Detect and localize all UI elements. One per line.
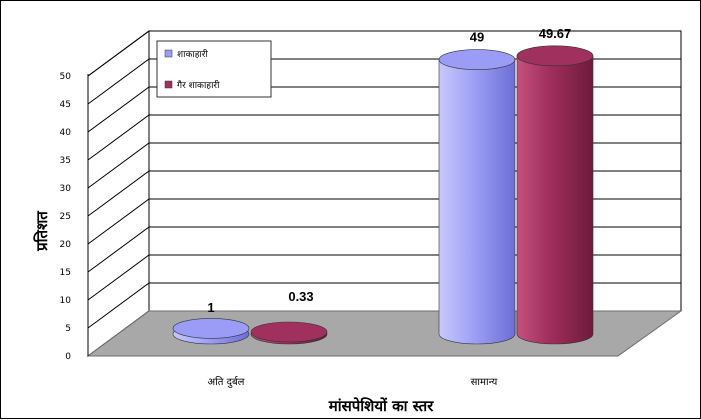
y-tick-label: 15: [60, 268, 71, 278]
bar: [250, 321, 328, 345]
bar: [516, 45, 594, 345]
y-tick-label: 50: [60, 72, 72, 82]
bar-body: [516, 55, 594, 345]
y-tick-label: 10: [60, 296, 72, 306]
y-tick-label: 25: [60, 212, 71, 222]
bar-top: [438, 49, 516, 70]
bar: [438, 49, 516, 345]
legend: शाकाहारी गैर शाकाहारी: [156, 40, 272, 98]
y-tick-label: 20: [60, 240, 72, 250]
x-category-label: सामान्य: [471, 377, 498, 388]
bar-top: [172, 318, 250, 339]
y-tick-label: 5: [65, 324, 71, 334]
x-axis-title: मांसपेशियों का स्तर: [328, 397, 434, 415]
legend-label-series-1: शाकाहारी: [177, 48, 208, 60]
data-label: 1: [207, 300, 214, 315]
legend-swatch-series-2: [164, 80, 173, 89]
data-label: 49: [470, 30, 484, 45]
bar-top: [250, 321, 328, 343]
y-tick-label: 40: [60, 128, 72, 138]
y-axis-ticks: 0 5 10 15 20 25 30 35 40 45 50: [60, 72, 72, 362]
y-tick-label: 35: [60, 156, 71, 166]
data-label: 49.67: [539, 26, 572, 41]
bar-body: [438, 59, 516, 345]
legend-label-series-2: गैर शाकाहारी: [177, 79, 220, 91]
bar: [172, 318, 250, 345]
y-tick-label: 30: [60, 184, 72, 194]
data-labels: 1 0.33 49 49.67: [207, 26, 571, 315]
data-label: 0.33: [288, 289, 313, 304]
y-tick-label: 45: [60, 100, 71, 110]
x-axis-categories: अति दुर्बल सामान्य: [208, 376, 498, 388]
y-axis-title: प्रतिशत: [33, 210, 51, 252]
legend-swatch-series-1: [164, 49, 173, 58]
legend-box: [156, 40, 272, 98]
y-tick-label: 0: [65, 352, 71, 362]
chart-bars: [172, 45, 594, 345]
gridline: [87, 30, 681, 77]
bar-top: [516, 45, 594, 67]
x-category-label: अति दुर्बल: [208, 376, 245, 388]
